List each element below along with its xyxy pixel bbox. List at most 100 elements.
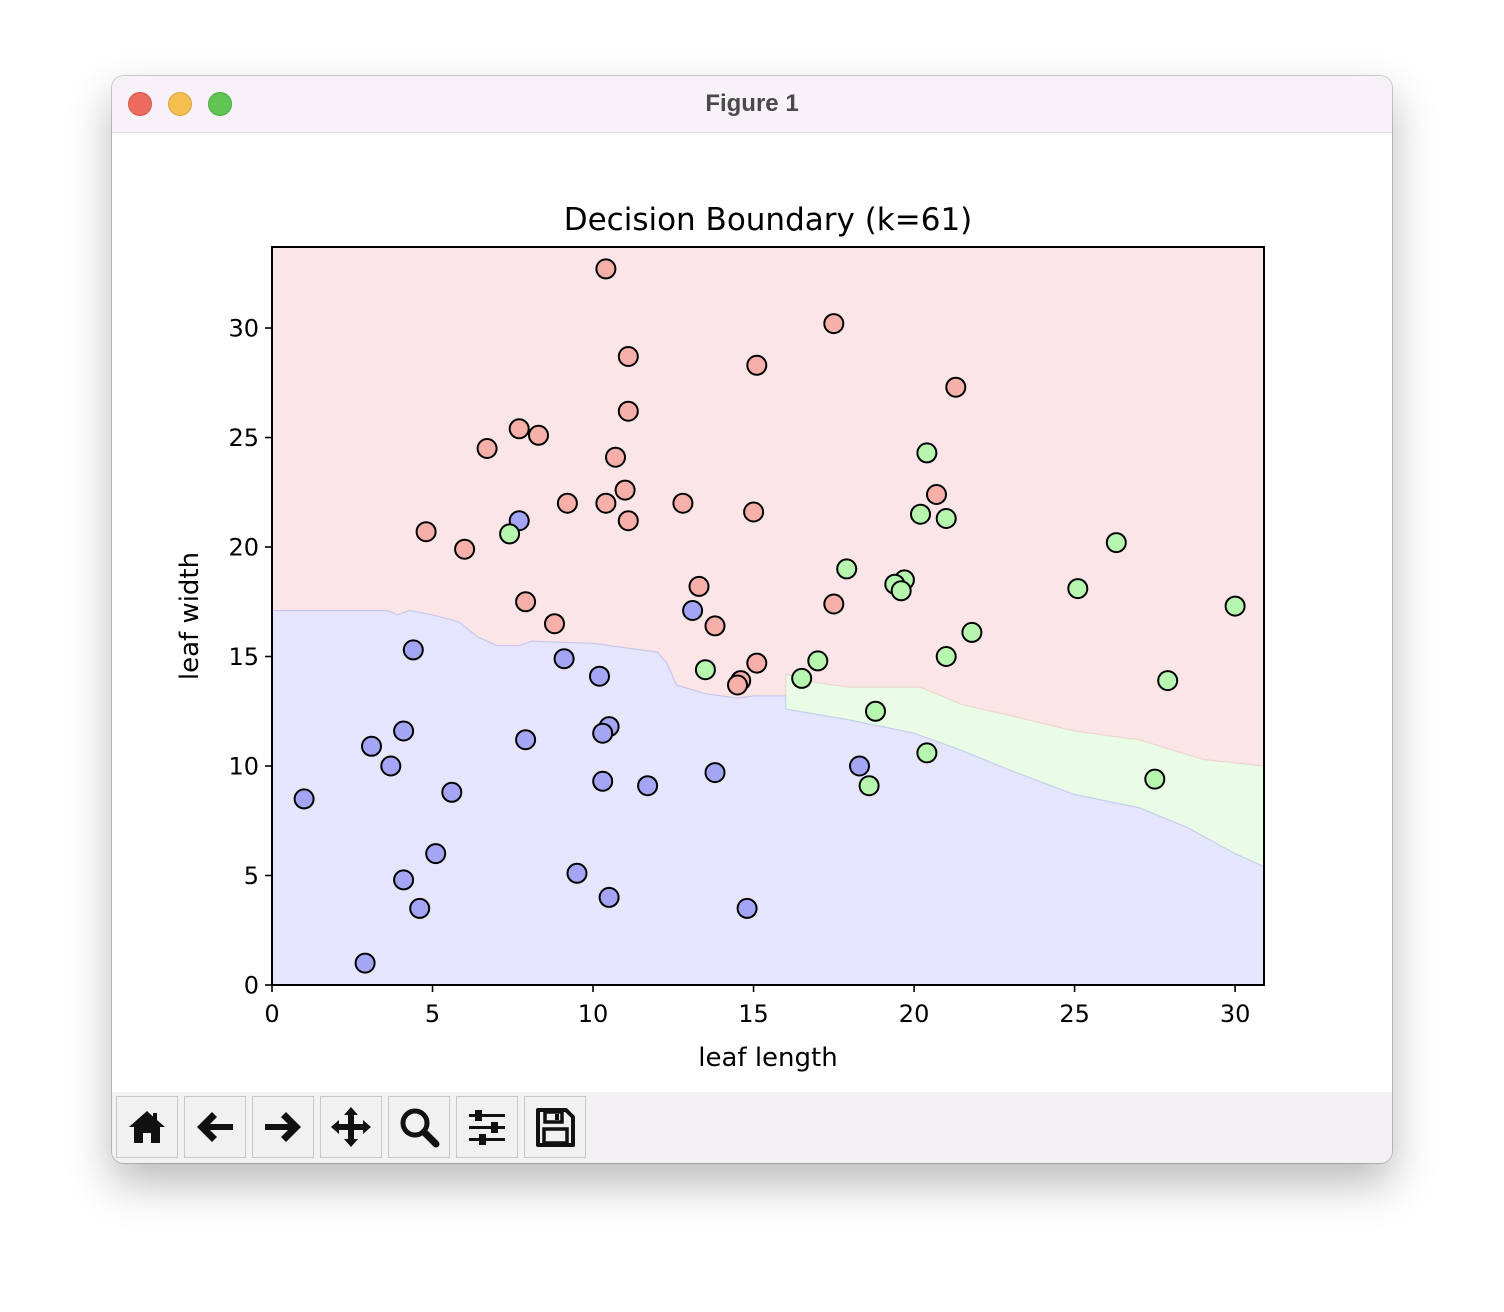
x-axis-label: leaf length (698, 1043, 837, 1073)
data-points (293, 258, 1246, 974)
y-axis-label: leaf width (175, 552, 205, 680)
point-blue (361, 735, 382, 757)
point-green (910, 503, 931, 525)
point-red (926, 484, 947, 505)
close-window-button[interactable] (128, 92, 152, 116)
arrow-right-icon (265, 1112, 301, 1142)
point-red (544, 613, 565, 635)
point-green (1144, 768, 1166, 790)
floppy-disk-icon (536, 1108, 575, 1147)
point-blue (402, 639, 424, 661)
point-red (688, 575, 710, 597)
boundary-red-blue (272, 609, 786, 699)
x-tick-label: 30 (1220, 1000, 1251, 1028)
region-red (272, 247, 1264, 766)
move-icon (331, 1107, 371, 1147)
back-button[interactable] (184, 1096, 246, 1158)
point-blue (704, 762, 726, 784)
point-green (499, 523, 521, 545)
zoom-window-button[interactable] (208, 92, 232, 116)
x-tick-label: 20 (899, 1000, 930, 1028)
point-blue (354, 952, 376, 974)
point-green (1224, 595, 1246, 617)
point-blue (409, 897, 431, 919)
region-green (785, 674, 1264, 867)
x-tick-label: 5 (425, 1000, 440, 1028)
title-bar: Figure 1 (112, 76, 1392, 133)
point-red (556, 492, 578, 514)
point-green (935, 646, 957, 667)
point-red (617, 510, 639, 532)
point-red (743, 501, 765, 523)
point-blue (425, 843, 447, 865)
y-tick-label: 15 (228, 643, 259, 671)
point-blue (598, 886, 620, 908)
point-red (515, 591, 537, 613)
point-red (595, 492, 617, 514)
point-red (454, 538, 476, 560)
point-green (858, 775, 880, 797)
point-red (528, 424, 549, 446)
point-green (836, 558, 858, 580)
home-button[interactable] (116, 1096, 178, 1158)
point-blue (592, 722, 614, 744)
y-axis: 0 5 10 15 20 25 30 (228, 315, 272, 1000)
y-tick-label: 5 (244, 862, 259, 890)
home-icon (129, 1111, 165, 1143)
point-red (823, 593, 845, 615)
point-blue (553, 648, 575, 670)
point-red (945, 376, 967, 398)
plot-frame (271, 246, 1265, 986)
point-green (791, 667, 813, 689)
point-blue (566, 862, 588, 884)
x-tick-label: 0 (264, 1000, 279, 1028)
y-tick-label: 20 (228, 534, 259, 562)
point-red (617, 346, 639, 367)
zoom-button[interactable] (388, 1096, 450, 1158)
point-blue (592, 770, 614, 792)
point-green (807, 650, 829, 672)
point-blue (515, 729, 537, 751)
sliders-icon (469, 1110, 505, 1145)
point-blue (441, 781, 463, 803)
save-button[interactable] (524, 1096, 586, 1158)
point-blue (393, 720, 415, 742)
magnifier-icon (400, 1108, 440, 1148)
decision-regions (272, 247, 1264, 985)
point-green (890, 580, 912, 602)
forward-button[interactable] (252, 1096, 314, 1158)
point-red (746, 652, 768, 674)
point-green (961, 621, 983, 643)
configure-subplots-button[interactable] (456, 1096, 518, 1158)
point-green (935, 508, 957, 529)
point-green (865, 700, 886, 722)
x-axis: 0 5 10 15 20 25 30 (264, 985, 1250, 1028)
region-blue (272, 610, 1264, 985)
figure-canvas[interactable]: Decision Boundary (k=61) 0 5 10 15 20 25 30 0 5… (112, 133, 1392, 1092)
point-red (595, 258, 617, 280)
point-blue (682, 600, 704, 621)
minimize-window-button[interactable] (168, 92, 192, 116)
point-red (614, 479, 636, 501)
figure-window: Figure 1 Decision Boundary (k=61) 0 5 10 15… (112, 76, 1392, 1163)
pan-button[interactable] (320, 1096, 382, 1158)
point-blue (380, 755, 402, 777)
y-tick-label: 30 (228, 315, 259, 343)
arrow-left-icon (197, 1112, 233, 1142)
chart-title: Decision Boundary (k=61) (564, 202, 973, 238)
point-red (605, 446, 626, 468)
boundary-blue-green (785, 695, 1264, 868)
x-tick-label: 25 (1059, 1000, 1090, 1028)
point-green (694, 659, 716, 681)
point-green (1067, 578, 1089, 600)
point-red (508, 418, 530, 440)
y-tick-label: 0 (244, 972, 259, 1000)
point-red (617, 400, 639, 422)
x-tick-label: 10 (578, 1000, 609, 1028)
y-tick-label: 10 (228, 753, 259, 781)
point-red (727, 674, 748, 696)
point-green (916, 742, 938, 764)
point-red (704, 615, 726, 637)
point-blue (637, 775, 659, 797)
point-blue (849, 755, 870, 777)
